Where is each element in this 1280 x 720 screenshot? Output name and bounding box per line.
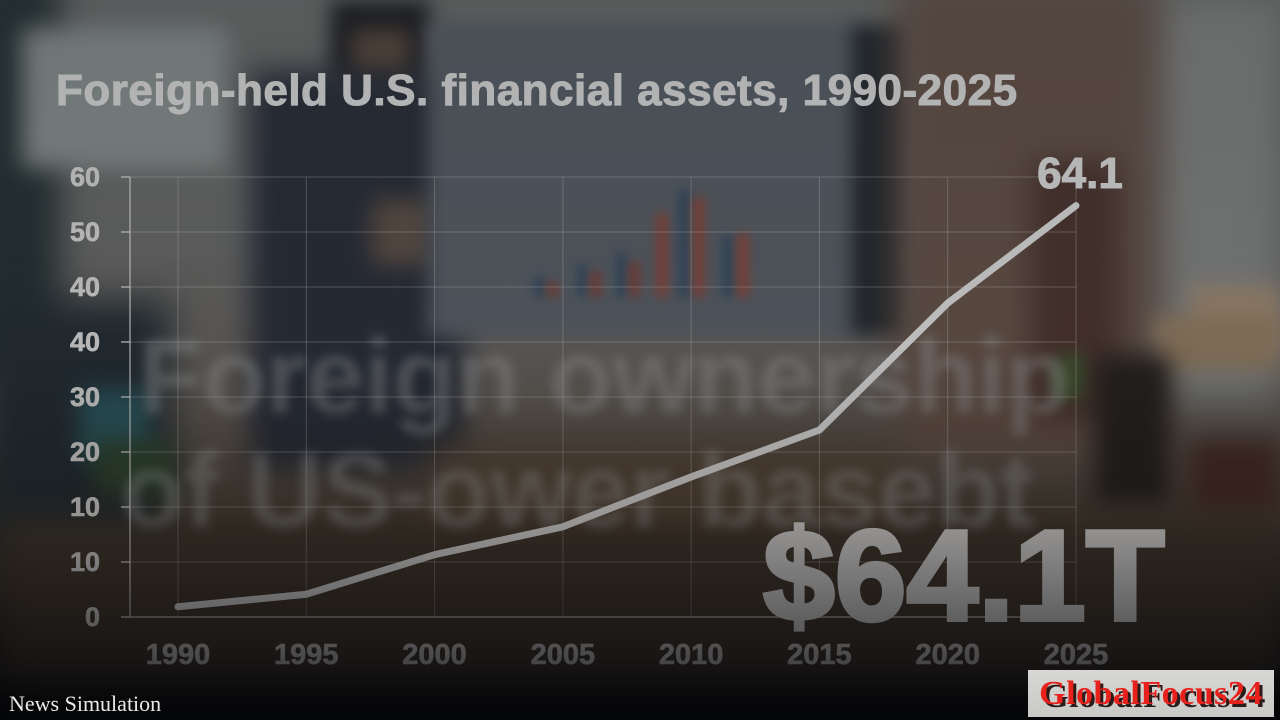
brand-logo-text: GlobalFocus24	[1039, 674, 1263, 712]
brand-badge: GlobalFocus24	[1028, 670, 1274, 717]
attribution-text: News Simulation	[9, 691, 162, 716]
